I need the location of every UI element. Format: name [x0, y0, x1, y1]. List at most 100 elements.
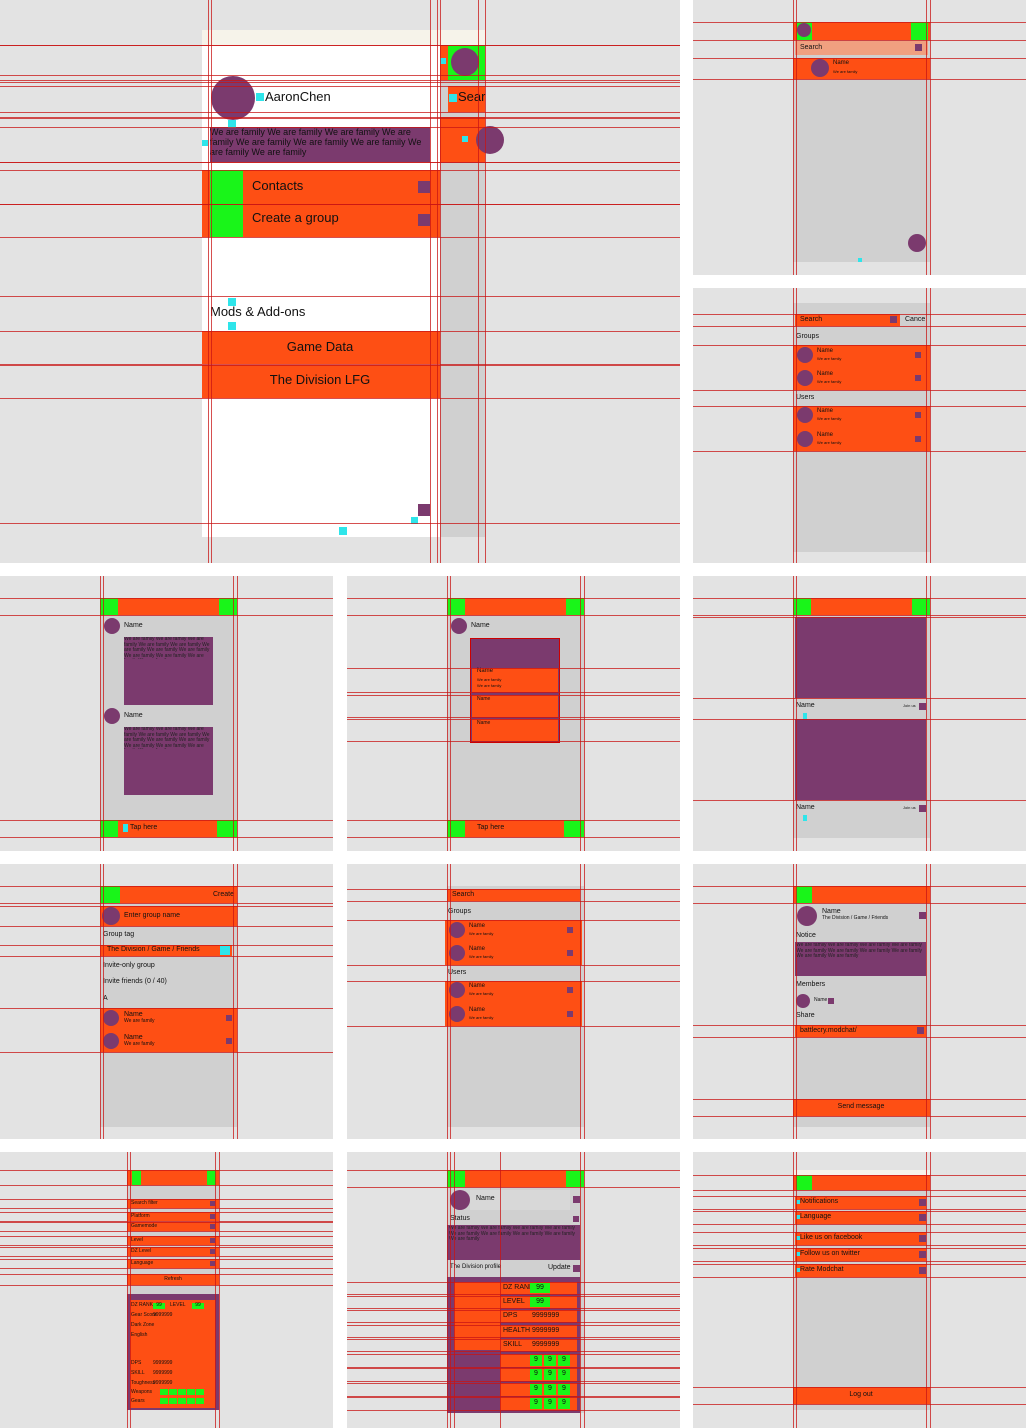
label: Enter group name [124, 911, 181, 919]
label[interactable]: The Division LFG [269, 372, 371, 388]
accessory [915, 352, 921, 358]
constraint-line [215, 1152, 216, 1428]
search-bar [795, 314, 900, 326]
label: 9999999 [532, 1326, 560, 1334]
badge [544, 1369, 556, 1380]
constraint-handle [123, 824, 128, 832]
constraint-line [347, 1337, 680, 1338]
constraint-line [0, 296, 680, 297]
constraint-handle [462, 136, 468, 142]
badge [558, 1355, 570, 1366]
accessory [919, 703, 926, 710]
label: We are family We are family We are famil… [124, 727, 210, 749]
label: Name [814, 997, 828, 1003]
header-button [796, 1175, 812, 1190]
constraint-line [347, 1308, 680, 1309]
constraint-line [0, 75, 680, 76]
constraint-line [100, 864, 101, 1139]
badge [558, 1384, 570, 1395]
label[interactable]: Create a group [252, 210, 339, 226]
constraint-line [103, 576, 104, 851]
label[interactable]: Notifications [800, 1198, 839, 1206]
label: 99 [536, 1283, 544, 1291]
constraint-line [347, 889, 680, 890]
label: 99 [156, 1302, 162, 1308]
label: Cance [905, 315, 926, 323]
constraint-handle [858, 258, 862, 262]
setting-row [795, 1248, 926, 1261]
constraint-line [693, 326, 1026, 327]
post-text-box [124, 727, 213, 750]
constraint-line [347, 692, 680, 693]
constraint-line [211, 0, 212, 563]
constraint-line [0, 82, 680, 83]
setting-row [795, 1264, 926, 1277]
avatar [476, 126, 504, 154]
label[interactable]: Follow us on twitter [800, 1250, 860, 1258]
constraint-line [437, 0, 438, 563]
label[interactable]: Send message [837, 1102, 885, 1110]
accessory [828, 998, 834, 1004]
label[interactable]: Contacts [252, 178, 304, 194]
label[interactable]: Rate Modchat [800, 1266, 844, 1274]
label: 9 [534, 1399, 538, 1407]
constraint-line [0, 820, 333, 821]
accessory [418, 214, 430, 226]
constraint-line [0, 1256, 333, 1257]
label: 99 [536, 1297, 544, 1305]
constraint-line [0, 906, 333, 907]
label[interactable]: Game Data [286, 339, 354, 355]
label: We are family [469, 990, 494, 996]
label[interactable]: Update [548, 1263, 571, 1271]
constraint-line [347, 1368, 680, 1369]
label: 9 [534, 1385, 538, 1393]
accessory [919, 1235, 926, 1242]
filter-row [127, 1199, 219, 1208]
status-box [447, 1225, 580, 1260]
slot [196, 1398, 204, 1404]
constraint-line [693, 406, 1026, 407]
slot [169, 1389, 177, 1395]
constraint-line [580, 864, 581, 1139]
constraint-line [693, 903, 1026, 904]
label: 99 [195, 1302, 201, 1308]
badge [530, 1384, 542, 1395]
slot [187, 1398, 195, 1404]
label: DZ RANK [131, 1302, 153, 1308]
label[interactable]: Like us on facebook [800, 1234, 863, 1242]
label: 9 [562, 1370, 566, 1378]
label: Name [822, 907, 841, 915]
label[interactable]: Tap here [130, 823, 158, 831]
tag-field [100, 945, 232, 956]
label: We are family [469, 953, 494, 959]
constraint-line [347, 1339, 680, 1340]
label: Status [450, 1214, 470, 1222]
mod-row [202, 365, 440, 398]
constraint-line [0, 1212, 333, 1213]
constraint-line [447, 576, 448, 851]
constraint-line [930, 864, 931, 1139]
constraint-line [793, 864, 794, 1139]
section-header: Groups [796, 332, 819, 340]
label[interactable]: Refresh [164, 1276, 182, 1282]
label: Name [796, 701, 815, 709]
constraint-line [347, 837, 680, 838]
accessory [915, 44, 922, 51]
constraint-line [478, 0, 479, 563]
badge [544, 1398, 556, 1409]
label: Gear Score [131, 1312, 157, 1318]
constraint-line [219, 1152, 220, 1428]
constraint-line [930, 0, 931, 275]
label: battlecry.modchat/ [800, 1026, 857, 1034]
label[interactable]: Log out [849, 1390, 873, 1398]
label[interactable]: Tap here [477, 823, 505, 831]
constraint-line [926, 0, 927, 275]
label[interactable]: Create [213, 890, 235, 898]
setting-row [795, 1211, 926, 1224]
label[interactable]: Language [800, 1213, 832, 1221]
label: Name [469, 983, 486, 990]
constraint-line [0, 1221, 333, 1222]
logout-button [793, 1387, 930, 1404]
constraint-handle [228, 298, 236, 306]
constraint-line [347, 615, 680, 616]
